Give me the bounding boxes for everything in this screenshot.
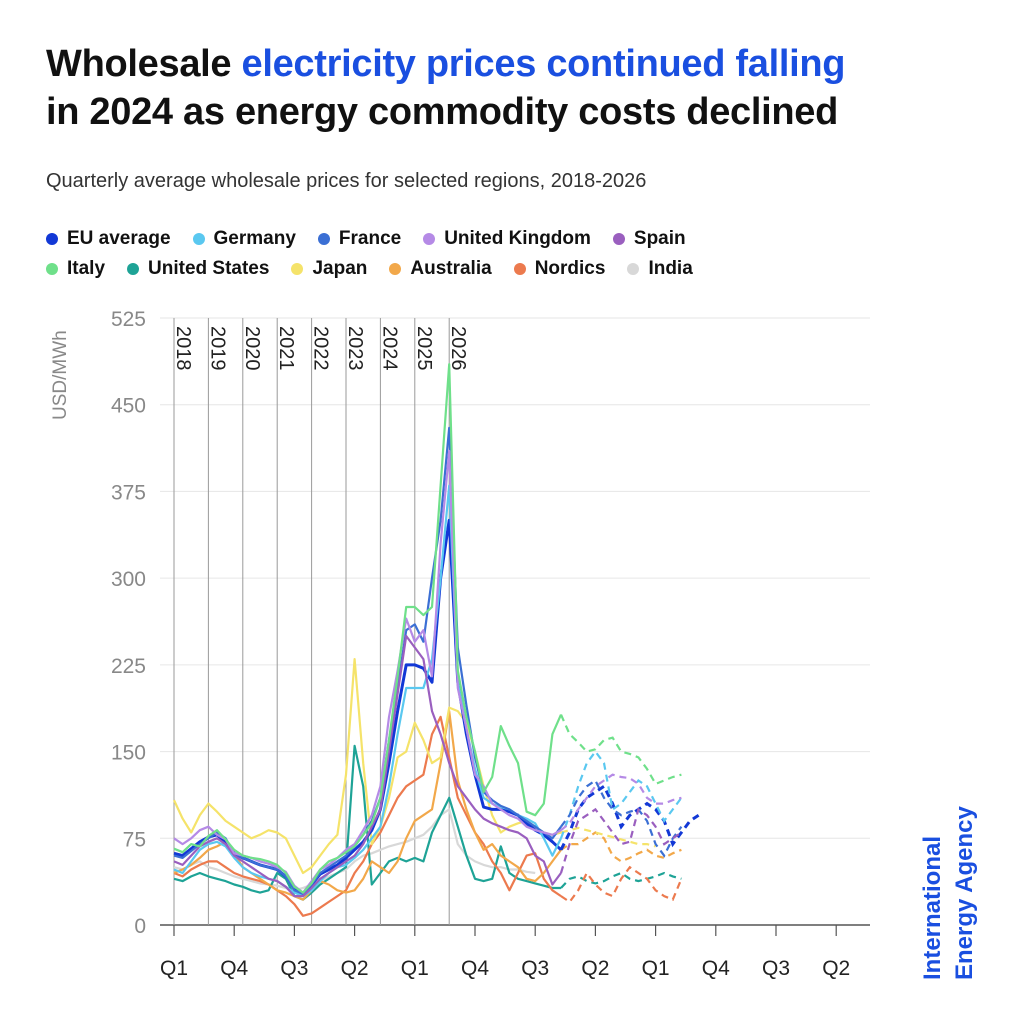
series-forecast-france [560,778,683,858]
legend-item: Italy [46,258,105,280]
x-tick-label: Q2 [581,957,609,980]
series-forecast-germany [559,749,683,839]
series-forecast-italy [559,714,682,786]
chart-subtitle: Quarterly average wholesale prices for s… [46,170,647,192]
year-label: 2018 [172,326,194,371]
y-axis-label: USD/MWh [50,330,71,420]
legend-swatch [46,233,58,245]
x-tick-label: Q2 [341,957,369,980]
x-tick-label: Q1 [401,957,429,980]
series-forecast-japan [560,826,656,848]
year-label: 2019 [206,326,228,371]
series-line-nordics [173,715,562,917]
legend-row: EU average Germany France United Kingdom Spa… [46,224,946,254]
x-tick-label: Q2 [822,957,850,980]
year-label: 2021 [275,326,297,371]
year-label: 2025 [413,326,435,371]
legend-swatch [627,263,640,275]
legend-label: Spain [633,228,686,249]
legend-label: India [648,258,693,279]
y-tick-label: 225 [111,655,146,678]
legend-item: Japan [291,258,367,280]
legend-swatch [317,233,330,245]
x-tick-label: Q1 [160,957,188,980]
legend-swatch [192,233,205,245]
y-tick-label: 375 [111,481,146,504]
legend-label: EU average [67,228,171,249]
year-label: 2023 [344,326,366,371]
legend-label: Australia [410,258,492,279]
x-tick-label: Q3 [521,957,549,980]
series-layer [173,363,700,917]
x-tick-label: Q4 [702,957,730,980]
y-tick-label: 0 [134,915,146,938]
year-label: 2022 [310,326,332,371]
year-label: 2024 [378,326,400,371]
chart-legend: EU average Germany France United Kingdom Spa… [46,224,946,284]
series-forecast-united-kingdom [560,773,682,832]
title-part2: in 2024 as energy commodity costs declin… [46,91,839,133]
legend-swatch [389,263,402,275]
legend-label: France [338,228,402,249]
series-forecast-spain [559,807,683,874]
year-dividers: 2018 2019 2020 2021 2022 2023 2024 2025 2026 [172,318,469,925]
legend-label: United Kingdom [444,228,591,249]
series-line-italy [173,363,563,894]
y-tick-label: 300 [111,568,146,591]
legend-item: Nordics [513,258,606,280]
series-forecast-australia [560,831,682,863]
legend-item: Australia [389,258,492,280]
legend-label: Italy [67,258,106,279]
y-tick-label: 450 [111,395,146,418]
legend-swatch [423,233,436,245]
series-line-australia [173,709,562,901]
y-tick-label: 75 [123,828,146,851]
x-tick-label: Q3 [762,957,790,980]
legend-label: Germany [213,228,296,249]
legend-item: France [317,228,402,250]
year-label: 2026 [447,326,469,371]
legend-swatch [612,233,625,245]
iea-logo: International Energy Agency [919,806,978,980]
brand-line1: International [919,836,946,980]
series-forecast-eu-average [559,784,700,851]
x-tick-label: Q3 [280,957,308,980]
legend-label: Nordics [534,258,606,279]
legend-item: United States [127,258,269,280]
series-line-spain [173,634,562,898]
legend-item: Germany [192,228,296,250]
legend-item: Spain [612,228,686,250]
series-line-india [173,808,536,892]
series-forecast-united-states [560,871,682,889]
page-title: Wholesale electricity prices continued f… [46,40,986,136]
series-line-united-kingdom [173,449,562,894]
title-part1: Wholesale [46,43,242,85]
legend-swatch [127,263,140,275]
axis-layer: 0 75 150 225 300 375 450 525 USD/MWh Q1 Q4 Q3 Q2 Q1 Q4… [50,308,850,980]
x-tick-label: Q4 [461,957,489,980]
legend-label: Japan [312,258,368,279]
brand-line2: Energy Agency [951,806,978,980]
legend-swatch [291,263,304,275]
y-tick-label: 525 [111,308,146,331]
x-tick-label: Q4 [220,957,248,980]
legend-swatch [46,263,58,275]
legend-item: India [627,258,693,280]
x-tick-label: Q1 [642,957,670,980]
title-highlight: electricity prices continued falling [241,43,846,85]
series-forecast-nordics [560,865,683,904]
legend-label: United States [148,258,270,279]
y-tick-label: 150 [111,742,146,765]
year-label: 2020 [241,326,263,371]
legend-item: EU average [46,228,171,250]
legend-row: Italy United States Japan Australia Nordics I… [46,254,946,284]
legend-swatch [513,263,526,275]
legend-item: United Kingdom [423,228,591,250]
grid-layer [160,317,870,926]
